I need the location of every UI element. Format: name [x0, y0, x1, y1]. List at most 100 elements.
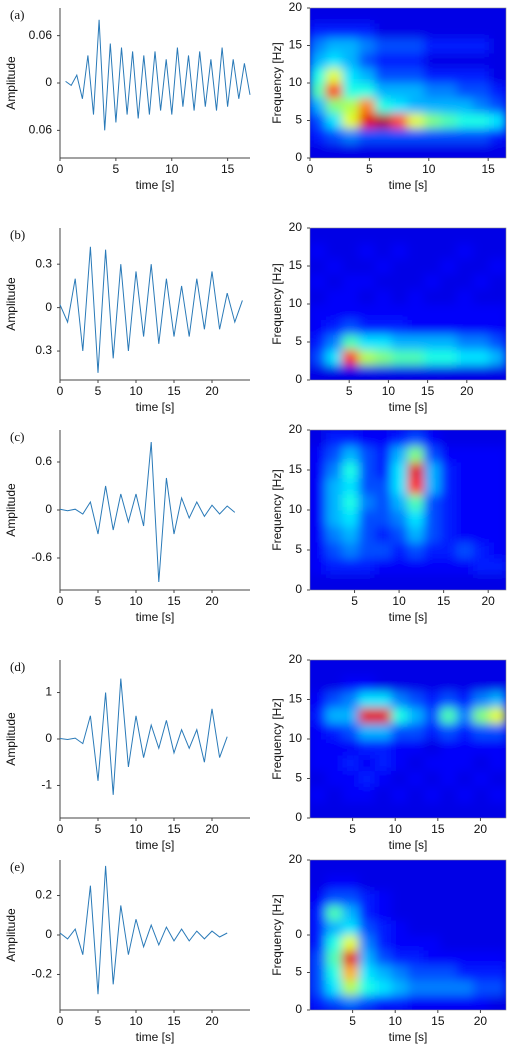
heat-cell [489, 364, 506, 380]
x-tick-label: 0 [57, 1014, 64, 1028]
heat-cell [325, 573, 344, 590]
heat-cell [342, 82, 360, 99]
y-axis-label: Frequency [Hz] [270, 42, 284, 123]
x-tick-label: 5 [95, 1014, 102, 1028]
y-axis-label: Amplitude [4, 483, 18, 537]
heat-cell [358, 97, 376, 114]
heat-cell [310, 22, 327, 39]
waveform [59, 246, 243, 373]
heat-cell [440, 242, 458, 259]
heat-cell [456, 949, 474, 966]
heat-cell [440, 949, 458, 966]
heat-cell [342, 722, 360, 740]
heat-cell [440, 964, 458, 981]
heat-cell [407, 934, 425, 951]
heat-cell [472, 273, 491, 290]
heat-cell [423, 675, 442, 693]
heat-cell [325, 770, 344, 787]
heat-cell [440, 273, 458, 290]
heat-cell [325, 445, 344, 463]
heat-cell [391, 904, 409, 921]
x-axis-label: time [s] [389, 400, 428, 414]
heat-cell [374, 242, 393, 259]
y-tick-label: 0 [295, 927, 302, 941]
heat-cell [374, 142, 393, 158]
heat-cell [358, 82, 376, 99]
heat-cell [325, 349, 344, 366]
heat-cell [440, 979, 458, 996]
heat-cell [310, 142, 327, 158]
heat-cell [374, 979, 393, 996]
heat-cell [391, 874, 409, 891]
heat-cell [489, 8, 506, 24]
heat-cell [358, 67, 376, 84]
heat-cell [374, 525, 393, 543]
heat-cell [358, 964, 376, 981]
heat-cell [342, 318, 360, 335]
heat-cell [423, 288, 442, 305]
heat-cell [358, 874, 376, 891]
heat-cell [391, 785, 409, 803]
heat-cell [423, 785, 442, 803]
heat-cell [440, 525, 458, 543]
x-tick-label: 20 [460, 384, 474, 398]
x-tick-label: 0 [57, 822, 64, 836]
heat-cell [325, 333, 344, 351]
heat-cell [456, 509, 474, 527]
heat-cell [440, 112, 458, 129]
heat-cell [440, 257, 458, 275]
heat-cell [342, 364, 360, 380]
heat-cell [325, 919, 344, 936]
heat-cell [423, 257, 442, 275]
heat-cell [472, 127, 491, 144]
heat-cell [489, 318, 506, 335]
heat-cell [423, 889, 442, 906]
heat-cell [374, 738, 393, 756]
y-tick-label: 10 [289, 502, 303, 516]
heat-cell [310, 127, 327, 144]
heat-cell [407, 525, 425, 543]
spectrogram-cells [310, 228, 506, 380]
heat-cell [310, 445, 327, 463]
heat-cell [325, 541, 344, 559]
heat-cell [456, 770, 474, 787]
panel-spectrogram: 5 10 15 20 0 5 10 15 20 time [s] Frequency [Hz] [270, 422, 507, 624]
heat-cell [342, 675, 360, 693]
heat-cell [342, 257, 360, 275]
x-tick-label: 0 [57, 162, 64, 176]
heat-cell [342, 785, 360, 803]
heat-cell [407, 675, 425, 693]
panel-spectrogram: 5 10 15 20 0 5 0 20 time [s] Frequency [Hz] [270, 852, 507, 1044]
heat-cell [310, 573, 327, 590]
heat-cell [456, 477, 474, 495]
heat-cell [374, 228, 393, 244]
heat-cell [423, 430, 442, 447]
y-axis-label: Amplitude [4, 277, 18, 331]
heat-cell [325, 994, 344, 1010]
heat-cell [342, 994, 360, 1010]
x-tick-label: 5 [346, 384, 353, 398]
heat-cell [374, 430, 393, 447]
heat-cell [325, 303, 344, 320]
heat-cell [325, 127, 344, 144]
heat-cell [456, 722, 474, 740]
heat-cell [440, 477, 458, 495]
heat-cell [358, 257, 376, 275]
waveform [59, 678, 228, 795]
heat-cell [440, 934, 458, 951]
y-tick-label: -1 [41, 778, 52, 792]
heat-cell [407, 573, 425, 590]
x-tick-label: 20 [205, 1014, 219, 1028]
heat-cell [358, 52, 376, 69]
heat-cell [358, 142, 376, 158]
heat-cell [472, 706, 491, 724]
heat-cell [325, 801, 344, 818]
spectrogram-cells [310, 430, 506, 590]
heat-cell [358, 675, 376, 693]
heat-cell [310, 770, 327, 787]
heat-cell [456, 242, 474, 259]
panel-waveform: (b) 0 5 10 15 20 0.3 0 0.3 time [s] Amplitude [4, 227, 250, 414]
heat-cell [374, 934, 393, 951]
heat-cell [342, 754, 360, 772]
heat-cell [358, 919, 376, 936]
